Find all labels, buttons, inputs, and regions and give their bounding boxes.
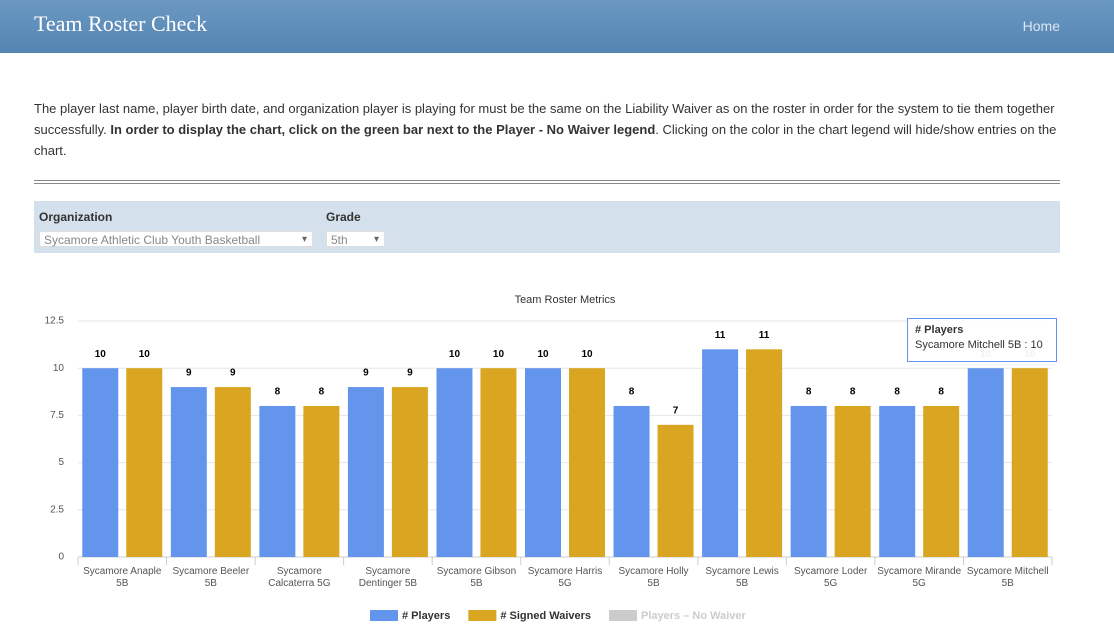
site-title[interactable]: Team Roster Check [34,11,208,36]
x-tick-label: Sycamore Beeler 5B [172,566,250,589]
bar [436,368,473,557]
bar [967,368,1004,557]
bar [347,387,384,557]
tooltip-title: # Players [915,324,964,336]
x-tick-label: Sycamore Mitchell 5B [966,566,1049,589]
data-label: 10 [537,349,549,360]
organization-label: Organization [39,210,113,224]
bar [746,349,783,557]
x-tick-label: Sycamore Lewis 5B [705,566,779,589]
header: Team Roster Check Home [0,0,1114,53]
bar [834,405,871,557]
intro-text: The player last name, player birth date,… [34,98,1060,161]
bar [702,349,739,557]
bar [879,405,916,557]
x-tick-label: Sycamore Mirande 5G [877,566,962,589]
bar [303,405,340,557]
bar [613,405,650,557]
bar [126,368,163,557]
chart-title: Team Roster Metrics [515,294,616,306]
bar [525,368,561,557]
intro-start: The player last name, player birth date,… [34,101,1055,137]
tooltip-text: Sycamore Mitchell 5B : 10 [915,339,1043,351]
data-label: 10 [449,349,461,360]
data-label: 8 [629,387,635,398]
organization-select[interactable]: Sycamore Athletic Club Youth Basketball [39,231,313,248]
legend-swatch [468,610,497,621]
y-tick-label: 10 [53,363,65,374]
bar [391,387,428,557]
data-label: 8 [275,387,281,398]
bar [569,368,605,557]
legend-swatch [370,610,398,621]
bar [170,387,207,557]
y-tick-label: 12.5 [45,316,65,327]
grade-select[interactable]: 5th [326,231,385,248]
bar [790,405,827,557]
y-tick-label: 0 [58,552,64,563]
x-tick-label: Sycamore Loder 5G [793,566,868,589]
y-tick-label: 5 [58,457,64,468]
bar [1011,368,1048,557]
legend-label[interactable]: Players – No Waiver [641,610,746,622]
x-tick-label: Sycamore Dentinger 5B [358,566,418,589]
data-label: 9 [230,368,236,379]
x-tick-label: Sycamore Calcaterra 5G [268,566,331,589]
data-label: 9 [363,368,369,379]
data-label: 10 [581,349,593,360]
data-label: 10 [139,349,151,360]
filter-panel: Organization Sycamore Athletic Club Yout… [34,201,1060,253]
data-label: 8 [319,387,325,398]
tooltip: # Players Sycamore Mitchell 5B : 10 [907,318,1057,362]
bar [82,368,119,557]
data-label: 8 [850,387,856,398]
bar [259,405,296,557]
data-label: 10 [95,349,107,360]
bar [214,387,251,557]
data-label: 7 [673,405,679,416]
y-tick-label: 7.5 [50,410,64,421]
bar [657,424,694,557]
y-tick-label: 2.5 [50,504,64,515]
data-label: 11 [715,330,726,341]
bar [480,368,517,557]
bar [923,405,960,557]
x-tick-label: Sycamore Gibson 5B [436,566,517,589]
intro-end: . Clicking on the color in the chart leg… [34,122,1057,158]
divider [34,180,1060,184]
x-tick-label: Sycamore Holly 5B [618,566,689,589]
data-label: 8 [806,387,812,398]
data-label: 8 [938,387,944,398]
nav-home[interactable]: Home [1022,18,1060,34]
legend-swatch [609,610,638,621]
data-label: 9 [186,368,192,379]
data-label: 8 [894,387,900,398]
intro-bold: In order to display the chart, click on … [110,122,656,137]
legend-label[interactable]: # Players [402,610,450,622]
data-label: 9 [407,368,413,379]
legend-label[interactable]: # Signed Waivers [500,610,591,622]
data-label: 10 [493,349,505,360]
grade-label: Grade [326,210,361,224]
x-tick-label: Sycamore Harris 5G [527,566,603,589]
x-tick-label: Sycamore Anaple 5B [83,566,162,589]
data-label: 11 [759,330,770,341]
